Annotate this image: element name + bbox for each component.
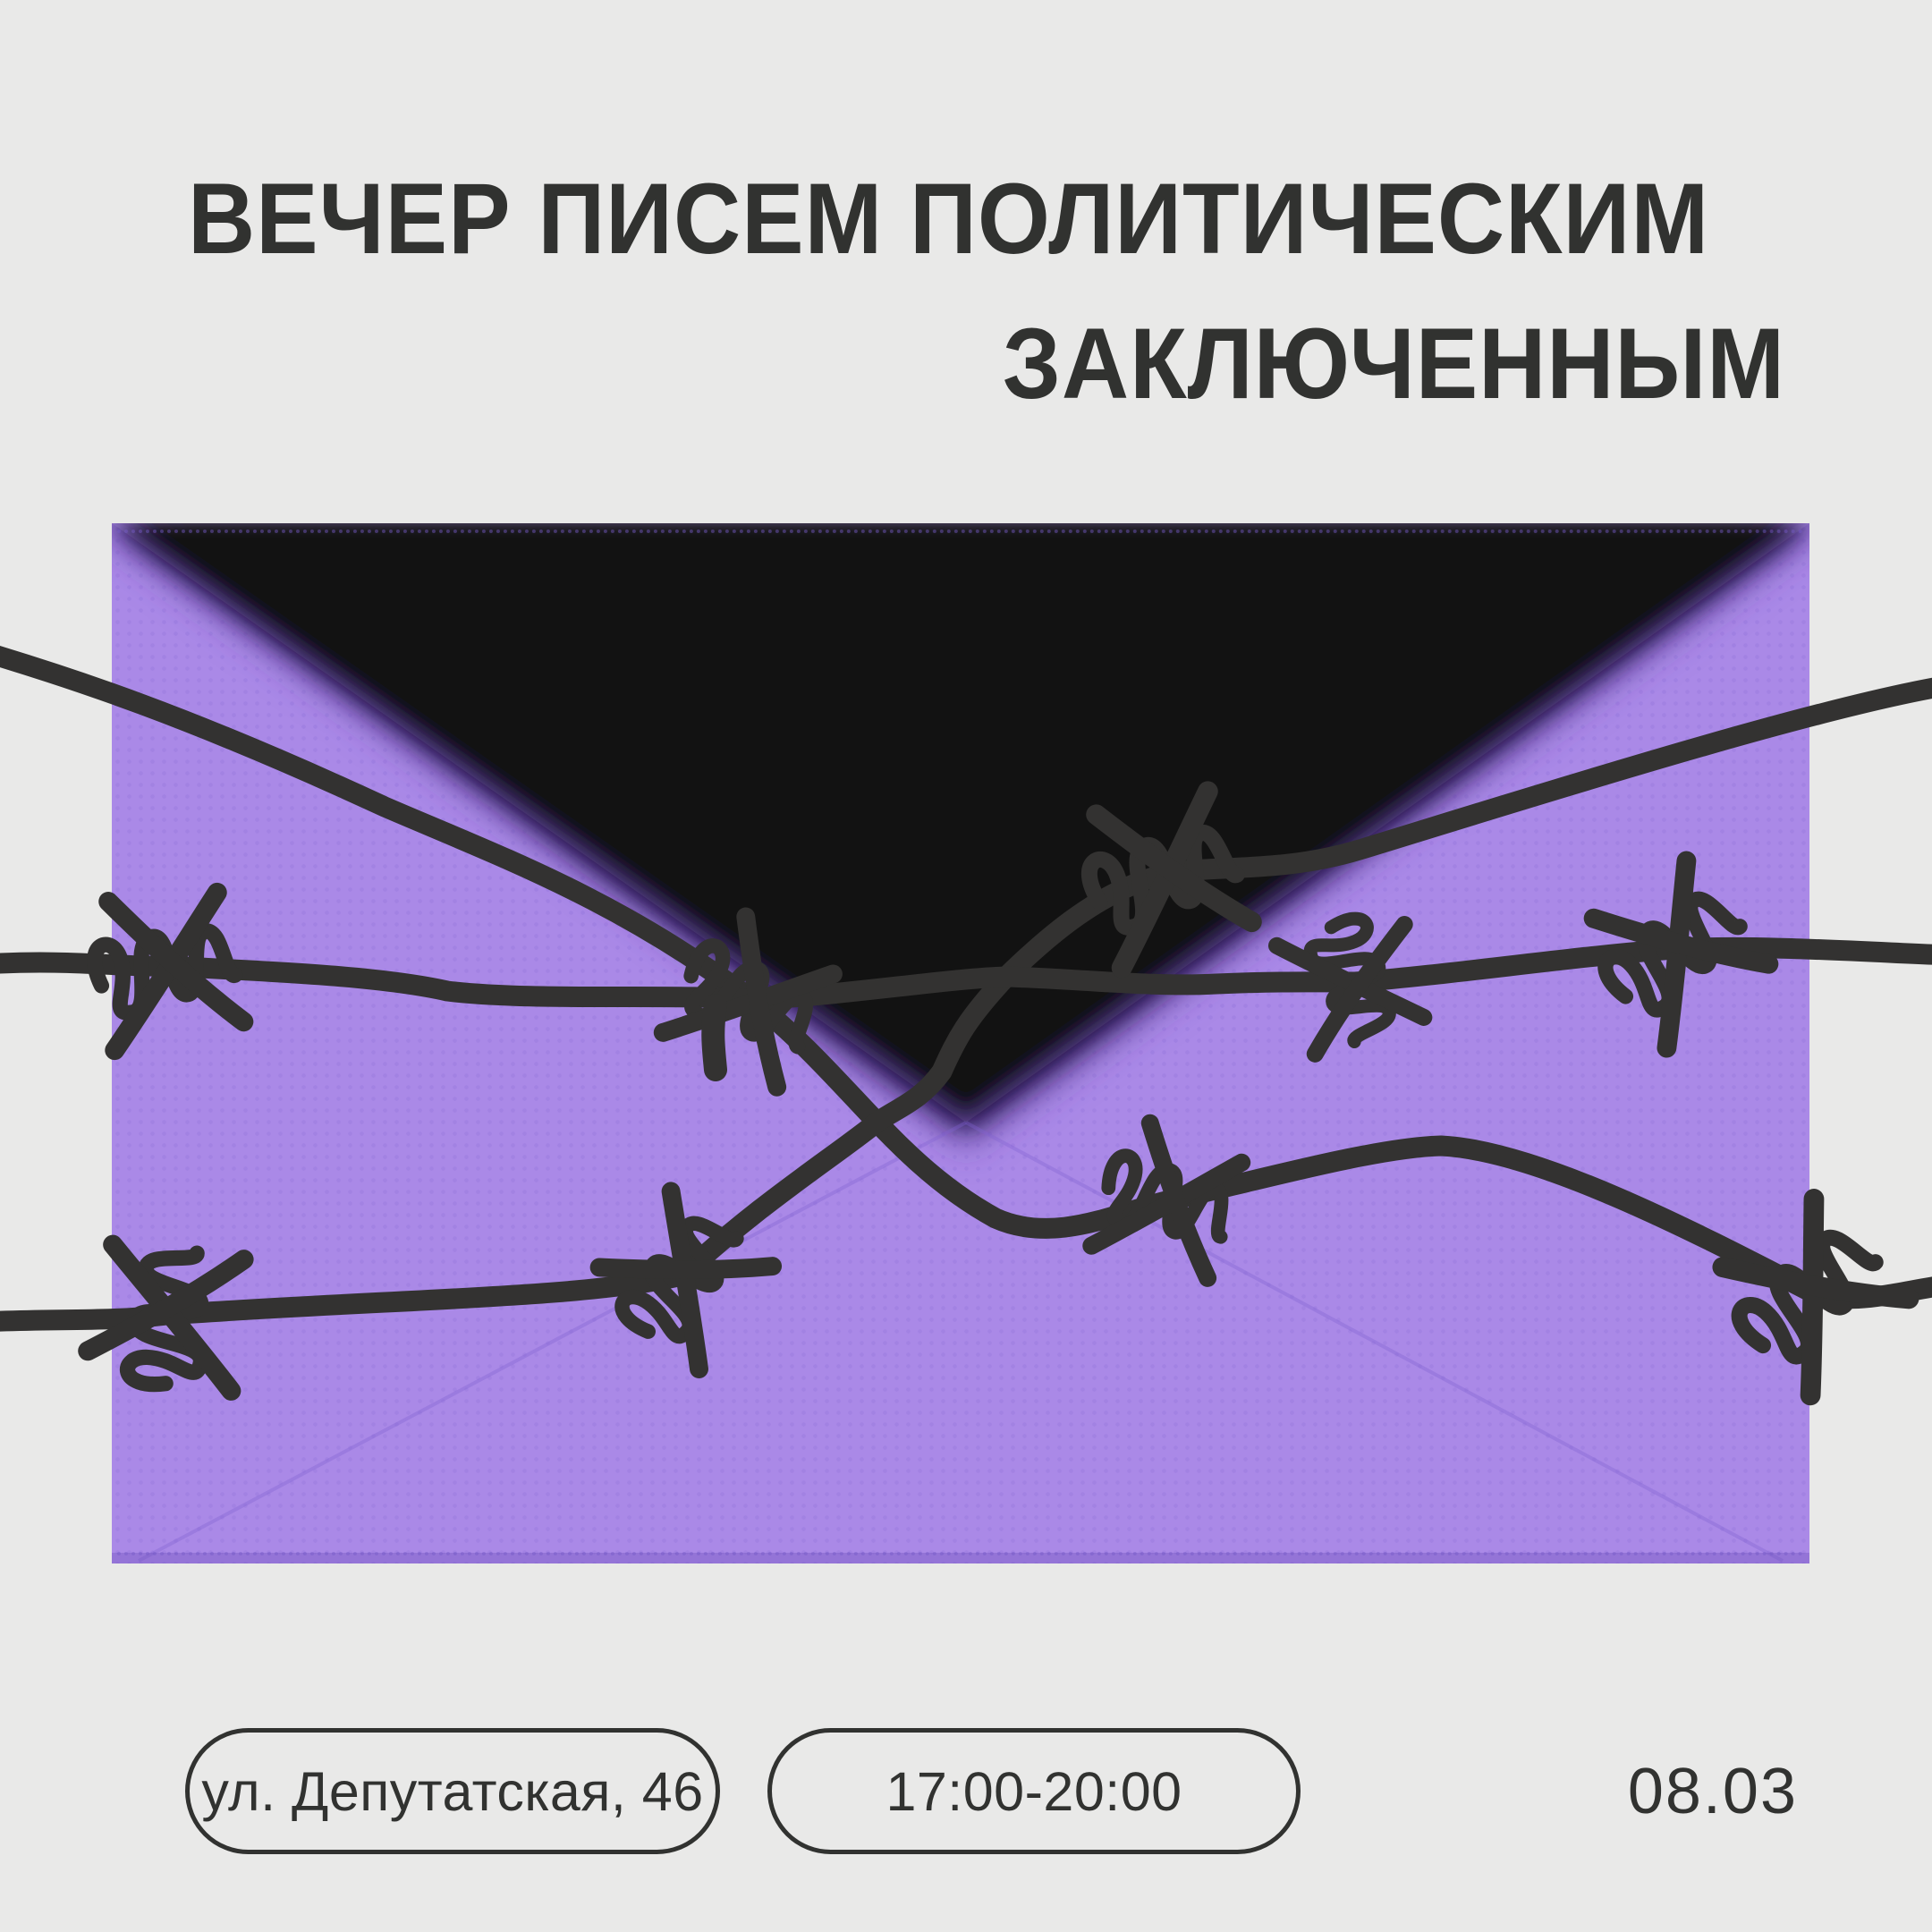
wire-top-left <box>0 646 1932 1309</box>
envelope-flap-graphic <box>112 523 1809 1563</box>
address-label: ул. Депутатская, 46 <box>201 1760 704 1822</box>
title-line-2: ЗАКЛЮЧЕННЫМ <box>1002 308 1785 419</box>
envelope-perforation-bottom <box>117 1552 1804 1555</box>
time-label: 17:00-20:00 <box>886 1760 1182 1822</box>
barb-drop <box>701 994 727 1081</box>
address-pill: ул. Депутатская, 46 <box>185 1728 720 1854</box>
event-title: ВЕЧЕР ПИСЕМ ПОЛИТИЧЕСКИМ ЗАКЛЮЧЕННЫМ <box>188 147 1785 436</box>
time-pill: 17:00-20:00 <box>767 1728 1301 1854</box>
barb-knot <box>1705 1189 1916 1401</box>
date-label: 08.03 <box>1627 1755 1798 1827</box>
title-line-1: ВЕЧЕР ПИСЕМ ПОЛИТИЧЕСКИМ <box>188 163 1710 275</box>
wire-diagonal <box>0 677 1932 1332</box>
envelope-flap <box>112 523 1809 1123</box>
barb-knot <box>1074 783 1255 970</box>
event-date: 08.03 <box>1628 1728 1798 1854</box>
envelope-illustration <box>112 523 1809 1563</box>
barb-knot <box>1085 1116 1250 1287</box>
envelope-perforation-top <box>117 530 1804 533</box>
